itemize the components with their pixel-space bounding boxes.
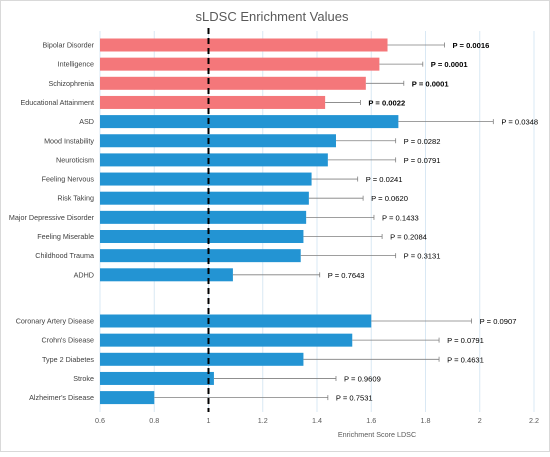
p-value-label: P = 0.2084 — [390, 233, 427, 242]
category-label: Feeling Miserable — [37, 232, 94, 241]
category-label: Alzheimer's Disease — [29, 393, 94, 402]
bar — [100, 134, 336, 148]
bar — [100, 314, 372, 328]
category-label: Mood Instability — [44, 136, 94, 145]
category-label: Type 2 Diabetes — [42, 355, 94, 364]
p-value-label: P = 0.0016 — [452, 41, 489, 50]
category-label: Crohn's Disease — [41, 336, 94, 345]
bar — [100, 172, 312, 186]
p-value-label: P = 0.4631 — [447, 355, 484, 364]
p-value-label: P = 0.9609 — [344, 374, 381, 383]
bar — [100, 333, 353, 347]
x-tick-label: 1.4 — [312, 416, 322, 425]
p-value-label: P = 0.0348 — [501, 118, 538, 127]
category-label: Intelligence — [58, 60, 94, 69]
bars — [100, 38, 399, 405]
x-tick-label: 1 — [207, 416, 211, 425]
x-tick-label: 0.8 — [149, 416, 159, 425]
category-label: ADHD — [74, 270, 94, 279]
p-value-label: P = 0.3131 — [404, 252, 441, 261]
p-value-labels: P = 0.0016 P = 0.0001 P = 0.0001 P = 0.0022… — [328, 41, 538, 403]
bar — [100, 371, 214, 385]
p-value-label: P = 0.0907 — [480, 317, 517, 326]
bar — [100, 191, 309, 205]
bar — [100, 391, 155, 405]
p-value-label: P = 0.0001 — [412, 79, 450, 88]
category-label: Feeling Nervous — [42, 175, 95, 184]
bar — [100, 210, 307, 224]
category-label: Schizophrenia — [48, 79, 94, 88]
x-tick-label: 1.8 — [421, 416, 431, 425]
bar — [100, 153, 328, 167]
bar — [100, 95, 326, 109]
x-tick-label: 0.6 — [95, 416, 105, 425]
bar — [100, 230, 304, 243]
category-label: Neuroticism — [56, 155, 94, 164]
bar — [100, 76, 366, 90]
x-tick-label: 2.2 — [529, 416, 539, 425]
p-value-label: P = 0.0282 — [404, 137, 441, 146]
category-label: Major Depressive Disorder — [9, 213, 95, 222]
category-label: Childhood Trauma — [35, 251, 94, 260]
category-label: Risk Taking — [57, 194, 94, 203]
x-tick-label: 2 — [478, 416, 482, 425]
bar — [100, 57, 380, 71]
x-tick-labels: 0.6 0.8 1 1.2 1.4 1.6 1.8 2 2.2 — [95, 416, 539, 425]
category-label: Stroke — [73, 374, 94, 383]
category-label: Educational Attainment — [20, 98, 94, 107]
x-axis-title: Enrichment Score LDSC — [338, 430, 416, 439]
p-value-label: P = 0.0791 — [447, 336, 484, 345]
bar — [100, 115, 399, 129]
category-labels: Bipolar Disorder Intelligence Schizophreni… — [9, 41, 95, 403]
p-value-label: P = 0.7643 — [328, 271, 365, 280]
p-value-label: P = 0.7531 — [336, 394, 373, 403]
error-bars — [154, 42, 494, 401]
gridlines — [99, 31, 535, 412]
p-value-label: P = 0.0022 — [368, 98, 405, 107]
p-value-label: P = 0.0620 — [371, 194, 408, 203]
bar — [100, 352, 304, 366]
bar — [100, 38, 388, 52]
p-value-label: P = 0.0241 — [366, 175, 403, 184]
bar — [100, 268, 233, 282]
p-value-label: P = 0.1433 — [382, 213, 419, 222]
category-label: ASD — [79, 117, 94, 126]
category-label: Bipolar Disorder — [42, 41, 94, 50]
bar — [100, 249, 301, 263]
x-tick-label: 1.6 — [366, 416, 376, 425]
chart-title: sLDSC Enrichment Values — [196, 9, 349, 24]
category-label: Coronary Artery Disease — [16, 317, 94, 326]
x-tick-label: 1.2 — [258, 416, 268, 425]
p-value-label: P = 0.0001 — [431, 60, 469, 69]
p-value-label: P = 0.0791 — [404, 156, 441, 165]
